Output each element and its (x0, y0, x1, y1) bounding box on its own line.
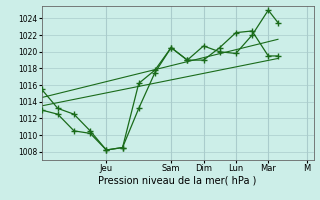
X-axis label: Pression niveau de la mer( hPa ): Pression niveau de la mer( hPa ) (99, 176, 257, 186)
